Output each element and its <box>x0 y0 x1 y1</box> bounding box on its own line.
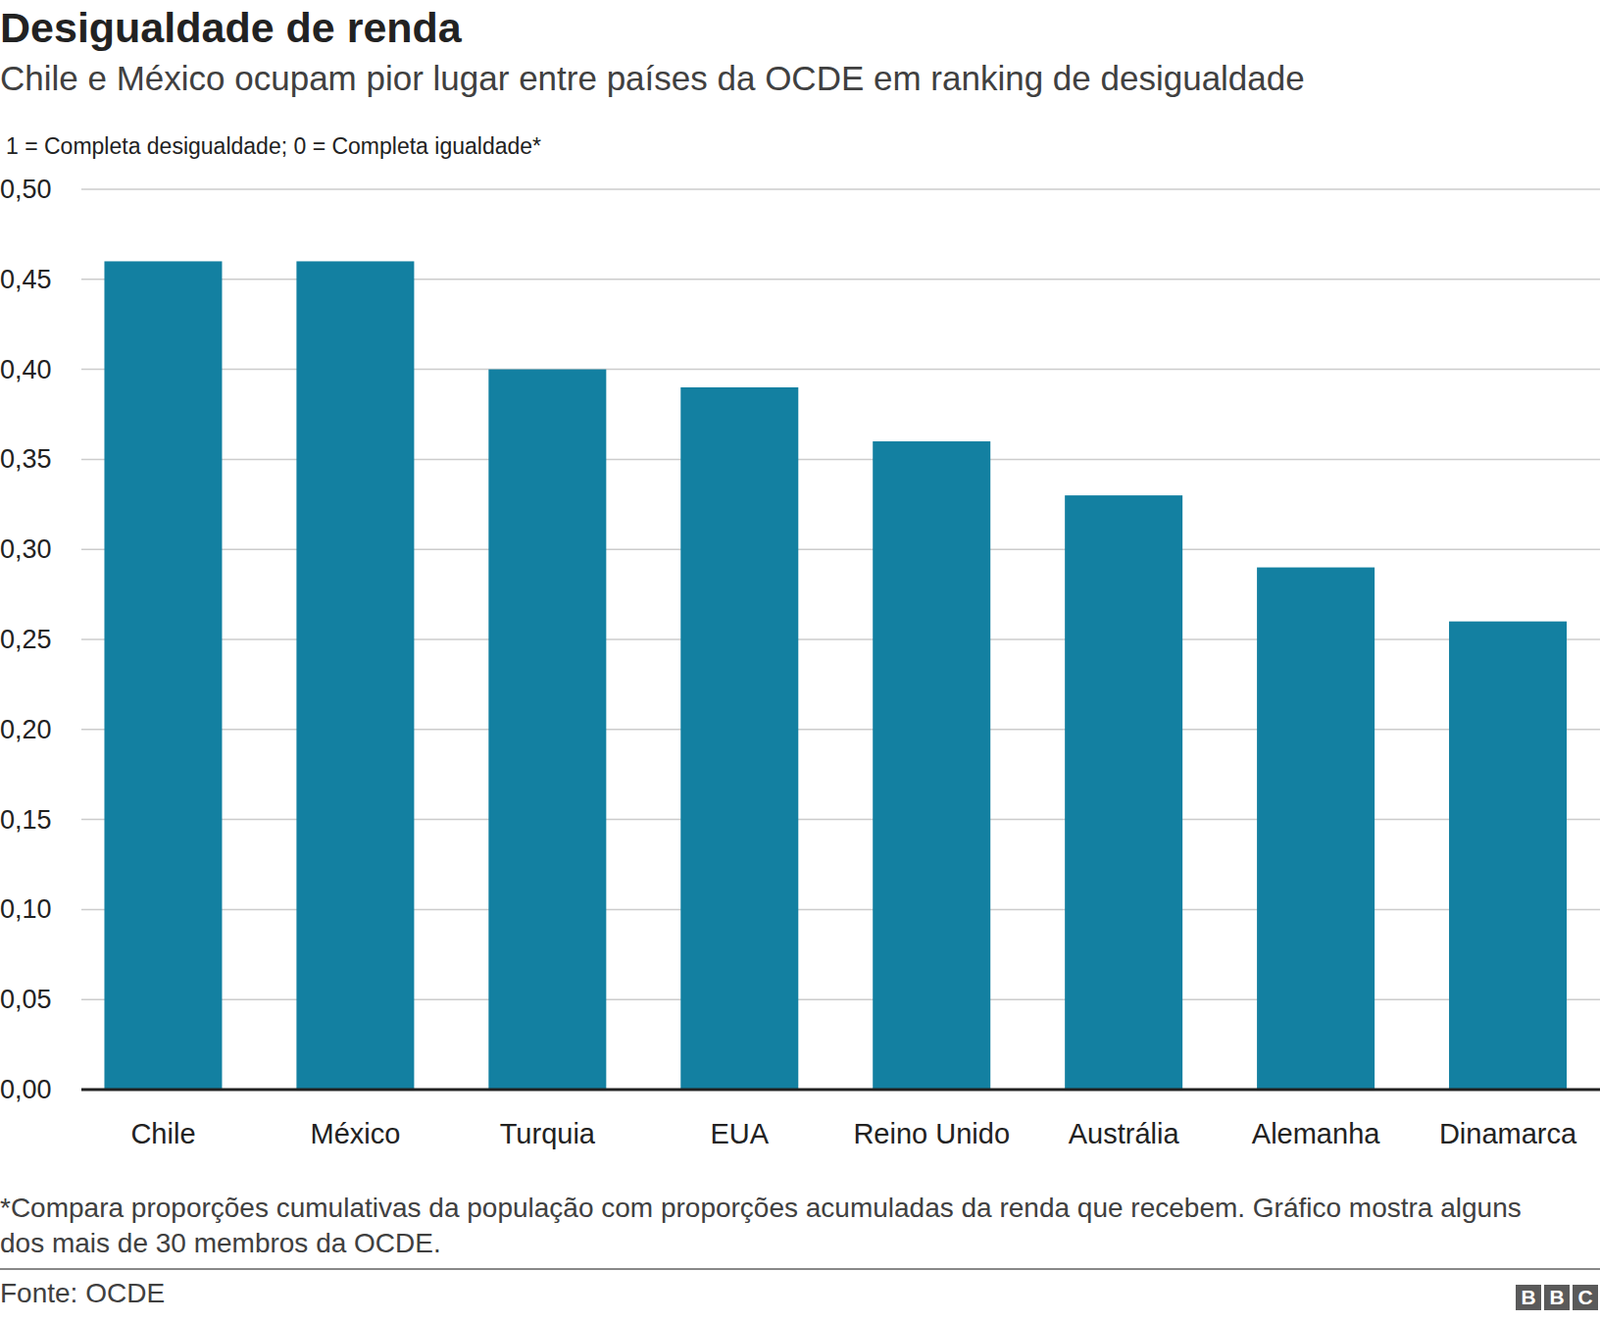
axis-note: 1 = Completa desigualdade; 0 = Completa … <box>5 133 542 160</box>
y-tick-label: 0,45 <box>0 264 52 295</box>
x-tick-label: Turquia <box>500 1117 597 1150</box>
grid <box>81 189 1600 1090</box>
y-tick-label: 0,00 <box>0 1074 52 1104</box>
chart: 0,00 0,05 0,10 0,15 0,20 0,25 0,30 0,35 0,40 0,45… <box>0 0 1600 1206</box>
x-tick-label: México <box>309 1117 400 1150</box>
y-tick-label: 0,15 <box>0 804 52 835</box>
y-tick-label: 0,30 <box>0 534 52 564</box>
y-tick-label: 0,05 <box>0 984 52 1014</box>
bar <box>680 387 799 1090</box>
bar <box>103 260 222 1090</box>
y-tick-label: 0,25 <box>0 624 52 654</box>
y-tick-label: 0,50 <box>0 174 52 204</box>
bar <box>1064 495 1183 1090</box>
x-tick-label: Austrália <box>1068 1117 1181 1150</box>
bar <box>1256 567 1375 1090</box>
logo: BBC <box>1515 1284 1599 1310</box>
x-axis-line <box>81 1088 1600 1092</box>
y-tick-label: 0,10 <box>0 894 52 924</box>
y-tick-label: 0,40 <box>0 354 52 385</box>
y-tick-label: 0,20 <box>0 714 52 745</box>
logo-letter: B <box>1515 1284 1542 1310</box>
bars <box>103 260 1567 1090</box>
logo-letter: C <box>1572 1284 1599 1310</box>
y-tick-label: 0,35 <box>0 444 52 474</box>
subtitle: Chile e México ocupam pior lugar entre p… <box>0 58 1305 99</box>
logo-letter: B <box>1544 1284 1570 1310</box>
x-tick-label: Chile <box>130 1117 196 1150</box>
grid-line <box>81 1088 1600 1091</box>
bar <box>488 369 606 1090</box>
source: Fonte: OCDE <box>0 1277 165 1309</box>
bar <box>1449 621 1567 1090</box>
bar <box>296 260 414 1090</box>
x-tick-label: Dinamarca <box>1439 1117 1578 1150</box>
x-tick-label: Alemanha <box>1251 1117 1381 1150</box>
grid-line <box>81 188 1600 191</box>
bar <box>872 441 991 1090</box>
x-tick-label: Reino Unido <box>852 1117 1010 1150</box>
footnote: *Compara proporções cumulativas da popul… <box>0 1190 1559 1261</box>
source-rule <box>0 1267 1600 1270</box>
x-tick-label: EUA <box>709 1117 769 1150</box>
title: Desigualdade de renda <box>0 3 462 52</box>
